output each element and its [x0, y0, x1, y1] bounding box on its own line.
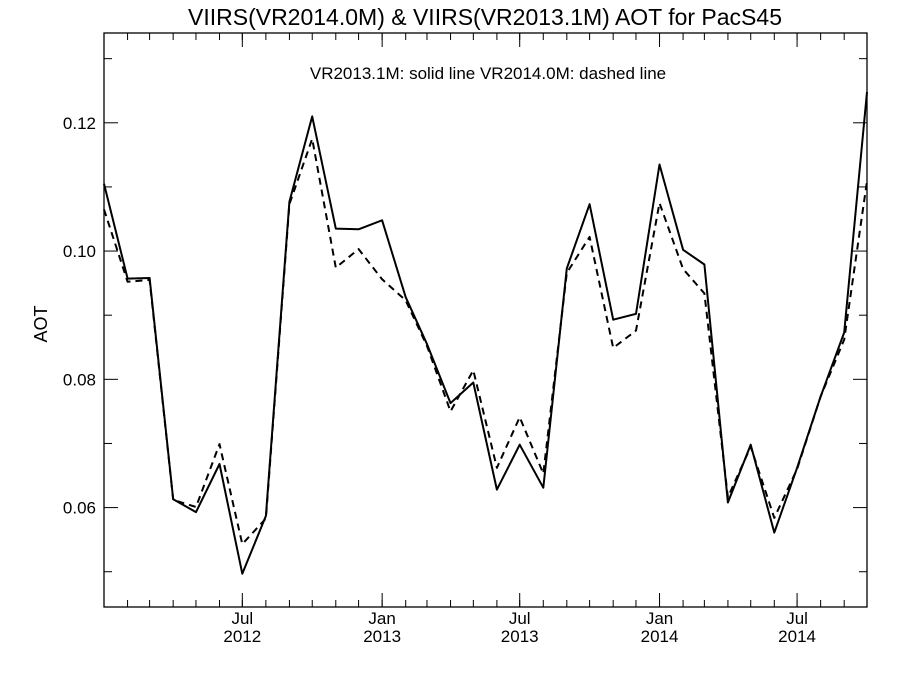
x-tick-label-month: Jul — [231, 609, 253, 628]
x-tick-label-year: 2013 — [363, 627, 401, 646]
y-tick-label: 0.08 — [63, 370, 96, 389]
axis-ticks — [104, 33, 867, 607]
x-tick-label-month: Jan — [646, 609, 673, 628]
chart-title: VIIRS(VR2014.0M) & VIIRS(VR2013.1M) AOT … — [188, 4, 782, 30]
x-tick-label-year: 2013 — [501, 627, 539, 646]
tick-labels: 0.060.080.100.12Jul2012Jan2013Jul2013Jan… — [63, 114, 816, 646]
x-tick-label-year: 2012 — [223, 627, 261, 646]
y-tick-label: 0.06 — [63, 499, 96, 518]
x-tick-label-month: Jan — [368, 609, 395, 628]
plot-frame — [103, 32, 868, 608]
y-tick-label: 0.12 — [63, 114, 96, 133]
x-tick-label-month: Jul — [509, 609, 531, 628]
y-tick-label: 0.10 — [63, 242, 96, 261]
chart-annotation: VR2013.1M: solid line VR2014.0M: dashed … — [310, 64, 666, 83]
series-line-vr2013-1m — [103, 91, 868, 575]
plot-marks — [103, 91, 868, 575]
x-tick-label-year: 2014 — [641, 627, 679, 646]
x-tick-label-month: Jul — [786, 609, 808, 628]
y-axis-label: AOT — [31, 305, 51, 342]
x-tick-label-year: 2014 — [778, 627, 816, 646]
series-line-vr2014-0m — [103, 137, 868, 546]
